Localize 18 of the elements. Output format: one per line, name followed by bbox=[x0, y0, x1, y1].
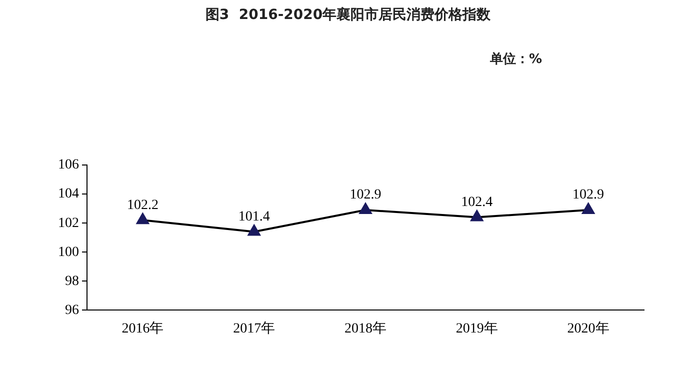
y-tick-label: 98 bbox=[65, 274, 79, 289]
data-label: 102.9 bbox=[350, 188, 382, 203]
y-tick-label: 104 bbox=[58, 186, 79, 202]
y-tick-label: 96 bbox=[65, 302, 79, 318]
x-tick-label: 2020年 bbox=[567, 320, 610, 336]
x-tick-label: 2019年 bbox=[456, 320, 498, 336]
x-tick-label: 2016年 bbox=[122, 320, 164, 336]
y-tick-label: 102 bbox=[58, 216, 79, 231]
text: 单位：% bbox=[490, 51, 542, 68]
chart-title: 图3 2016-2020年襄阳市居民消费价格指数 bbox=[204, 6, 492, 24]
data-label: 101.4 bbox=[238, 209, 270, 224]
y-tick-label: 100 bbox=[58, 244, 79, 260]
x-tick-label: 2018年 bbox=[344, 320, 386, 336]
data-label: 102.9 bbox=[572, 188, 604, 203]
y-tick-label: 106 bbox=[58, 158, 79, 173]
x-tick-label: 2017年 bbox=[233, 320, 276, 336]
data-label: 102.4 bbox=[461, 194, 493, 210]
data-label: 102.2 bbox=[126, 198, 158, 213]
